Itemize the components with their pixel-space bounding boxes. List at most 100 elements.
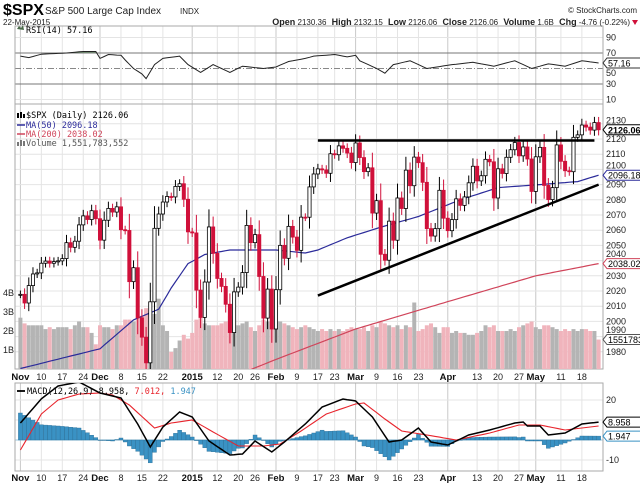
price-tick-label: 2070	[606, 210, 626, 220]
macd-histogram-bar	[479, 437, 484, 441]
candle-body	[424, 181, 429, 230]
macd-histogram-bar	[378, 439, 383, 454]
volume-bar	[374, 327, 379, 369]
candle-body	[139, 317, 144, 338]
volume-bar	[546, 325, 551, 369]
macd-histogram-bar	[160, 439, 166, 442]
candle-body	[273, 289, 278, 330]
candle-body	[160, 201, 165, 215]
volume-bar	[307, 327, 312, 369]
volume-bar	[265, 321, 270, 369]
candle-body	[454, 198, 459, 221]
candle-body	[341, 145, 346, 149]
candle-body	[546, 185, 551, 200]
volume-bar	[236, 325, 241, 369]
candle-body	[399, 197, 404, 209]
x-tick-label: 15	[137, 372, 147, 382]
macd-histogram-bar	[512, 436, 518, 441]
volume-bar	[382, 323, 387, 369]
x-tick-label: 20	[493, 473, 503, 483]
macd-histogram-bar	[210, 439, 216, 453]
macd-histogram-bar	[332, 430, 337, 441]
volume-bar	[248, 327, 253, 369]
volume-bar	[449, 332, 454, 369]
candle-body	[77, 224, 82, 242]
volume-bar	[596, 339, 601, 369]
macd-histogram-bar	[441, 439, 446, 447]
high-label: High	[332, 17, 352, 27]
candle-body	[378, 200, 383, 255]
volume-bar	[43, 329, 48, 369]
ma200-line	[250, 263, 599, 369]
volume-bar	[64, 327, 69, 369]
volume-bar	[328, 329, 333, 369]
volume-bar	[261, 319, 266, 369]
volume-bar	[437, 332, 442, 369]
hist-tag: 1.947	[608, 432, 631, 442]
rsi-line	[20, 51, 599, 80]
price-tick-label: 1990	[606, 325, 626, 335]
x-tick-label: 12	[212, 473, 222, 483]
hist-tag-box	[602, 430, 640, 442]
x-tick-label: 11	[556, 473, 565, 483]
macd-histogram-bar	[231, 439, 237, 452]
candle-body	[127, 230, 132, 283]
candle-body	[303, 216, 308, 219]
volume-bar	[118, 325, 123, 369]
volume-bar	[219, 323, 224, 369]
macd-histogram-bar	[571, 439, 576, 441]
candle-body	[265, 288, 270, 319]
x-tick-label: 17	[313, 473, 323, 483]
volume-bar	[366, 331, 371, 369]
macd-histogram-bar	[391, 439, 396, 457]
macd-histogram-bar	[340, 430, 346, 441]
macd-histogram-bar	[588, 435, 593, 441]
macd-histogram-bar	[290, 438, 295, 441]
macd-histogram-bar	[68, 427, 73, 441]
macd-histogram-bar	[382, 439, 388, 457]
volume-bar	[533, 327, 538, 369]
x-tick-label: Nov	[11, 372, 30, 383]
macd-histogram-bar	[558, 439, 564, 445]
volume-bar	[470, 334, 475, 369]
price-tick-label: 2130	[606, 115, 626, 125]
macd-histogram-bar	[173, 433, 178, 441]
volume-bar	[341, 331, 346, 369]
macd-histogram-bar	[106, 439, 111, 441]
macd-group	[18, 383, 601, 464]
macd-histogram-bar	[265, 439, 270, 444]
candle-body	[345, 147, 350, 154]
volume-bar	[202, 323, 207, 369]
candle-body	[521, 146, 526, 157]
volume-bar	[357, 329, 362, 369]
rsi-tick-label: 50	[606, 68, 616, 78]
macd-histogram-bar	[127, 439, 132, 447]
volume-bar	[508, 329, 513, 369]
price-tick-label: 2090	[606, 180, 626, 190]
axis-labels: NovNov101017172424DecDec8815152222201520…	[3, 33, 626, 485]
x-tick-label: 23	[330, 372, 340, 382]
candle-body	[374, 200, 379, 214]
volume-bar	[177, 340, 182, 369]
volume-legend: Volume 1,551,783,552	[26, 139, 128, 149]
volume-bar	[399, 329, 404, 369]
volume-bar	[542, 325, 547, 369]
macd-histogram-bar	[261, 439, 266, 441]
macd-tag-box	[602, 416, 640, 428]
x-tick-label: 20	[233, 372, 243, 382]
candle-body	[349, 152, 354, 163]
volume-bar	[416, 331, 421, 369]
macd-histogram-bar	[202, 439, 207, 449]
volume-bar	[567, 331, 572, 369]
x-tick-label: 23	[330, 473, 340, 483]
low-label: Low	[388, 17, 407, 27]
volume-bar	[223, 321, 228, 369]
x-tick-label: 10	[36, 473, 46, 483]
volume-bars	[18, 298, 601, 369]
volume-bar	[194, 319, 199, 369]
candle-body	[240, 272, 245, 288]
volume-bar	[529, 321, 534, 369]
x-tick-label: Apr	[440, 372, 457, 383]
volume-bar	[395, 325, 400, 369]
